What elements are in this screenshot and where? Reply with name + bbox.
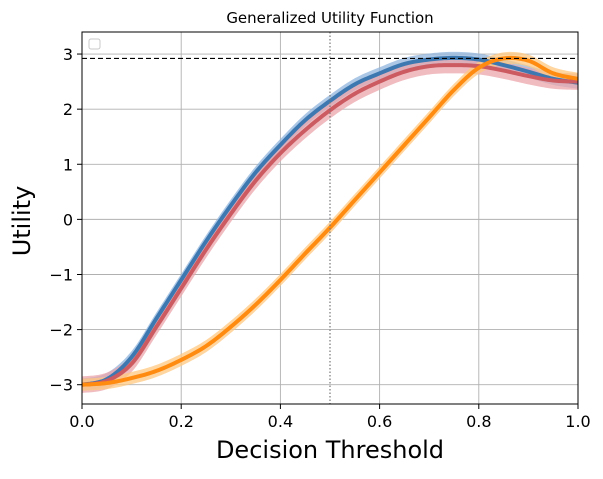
data-point xyxy=(279,144,281,146)
data-point xyxy=(478,67,480,69)
data-point xyxy=(403,144,405,146)
data-point xyxy=(453,89,455,91)
y-tick-label: −2 xyxy=(49,321,73,340)
data-point xyxy=(403,70,405,72)
series-line xyxy=(82,55,578,387)
y-tick-label: −1 xyxy=(49,265,73,284)
data-point xyxy=(205,248,207,250)
axes-frame xyxy=(81,31,579,405)
data-point xyxy=(205,345,207,347)
data-point xyxy=(205,240,207,242)
data-point xyxy=(403,63,405,65)
data-point xyxy=(180,359,182,361)
data-point xyxy=(279,152,281,154)
data-point xyxy=(378,171,380,173)
data-point xyxy=(180,279,182,281)
data-point xyxy=(230,326,232,328)
data-point xyxy=(106,382,108,384)
data-point xyxy=(130,356,132,358)
y-axis-label: Utility xyxy=(8,186,36,257)
data-point xyxy=(354,199,356,201)
data-point xyxy=(279,279,281,281)
y-tick-label: 0 xyxy=(63,210,73,229)
y-tick-label: 2 xyxy=(63,100,73,119)
data-point xyxy=(155,370,157,372)
y-tick-label: 1 xyxy=(63,155,73,174)
data-point xyxy=(304,119,306,121)
data-point xyxy=(552,72,554,74)
data-point xyxy=(527,59,529,61)
x-axis-label: Decision Threshold xyxy=(216,436,444,464)
data-point xyxy=(453,64,455,66)
data-point xyxy=(130,363,132,365)
x-tick-label: 0.2 xyxy=(168,412,193,431)
data-point xyxy=(502,69,504,71)
data-point xyxy=(428,116,430,118)
data-point xyxy=(354,83,356,85)
data-point xyxy=(428,65,430,67)
data-point xyxy=(130,377,132,379)
data-point xyxy=(527,75,529,77)
chart-title: Generalized Utility Function xyxy=(226,9,433,27)
data-point xyxy=(254,171,256,173)
series-line xyxy=(82,55,578,387)
data-point xyxy=(378,80,380,82)
data-point xyxy=(155,326,157,328)
data-point xyxy=(502,64,504,66)
data-point xyxy=(155,317,157,319)
x-tick-label: 0.6 xyxy=(367,412,392,431)
y-tick-label: −3 xyxy=(49,376,73,395)
y-tick-label: 3 xyxy=(63,45,73,64)
x-tick-label: 0.4 xyxy=(268,412,293,431)
x-tick-label: 0.8 xyxy=(466,412,491,431)
x-tick-label: 0.0 xyxy=(69,412,94,431)
data-point xyxy=(254,304,256,306)
x-tick-label: 1.0 xyxy=(565,412,590,431)
data-point xyxy=(329,100,331,102)
data-point xyxy=(527,70,529,72)
data-point xyxy=(180,287,182,289)
data-point xyxy=(354,93,356,95)
data-point xyxy=(378,72,380,74)
data-point xyxy=(230,213,232,215)
data-point xyxy=(304,252,306,254)
data-point xyxy=(230,204,232,206)
data-point xyxy=(254,180,256,182)
data-point xyxy=(304,129,306,131)
data-point xyxy=(552,79,554,81)
legend-box xyxy=(88,38,101,50)
plot-area: 0.0 0.2 0.4 0.6 0.8 1.0 −3 −2 −1 0 1 2 3 xyxy=(49,31,591,431)
